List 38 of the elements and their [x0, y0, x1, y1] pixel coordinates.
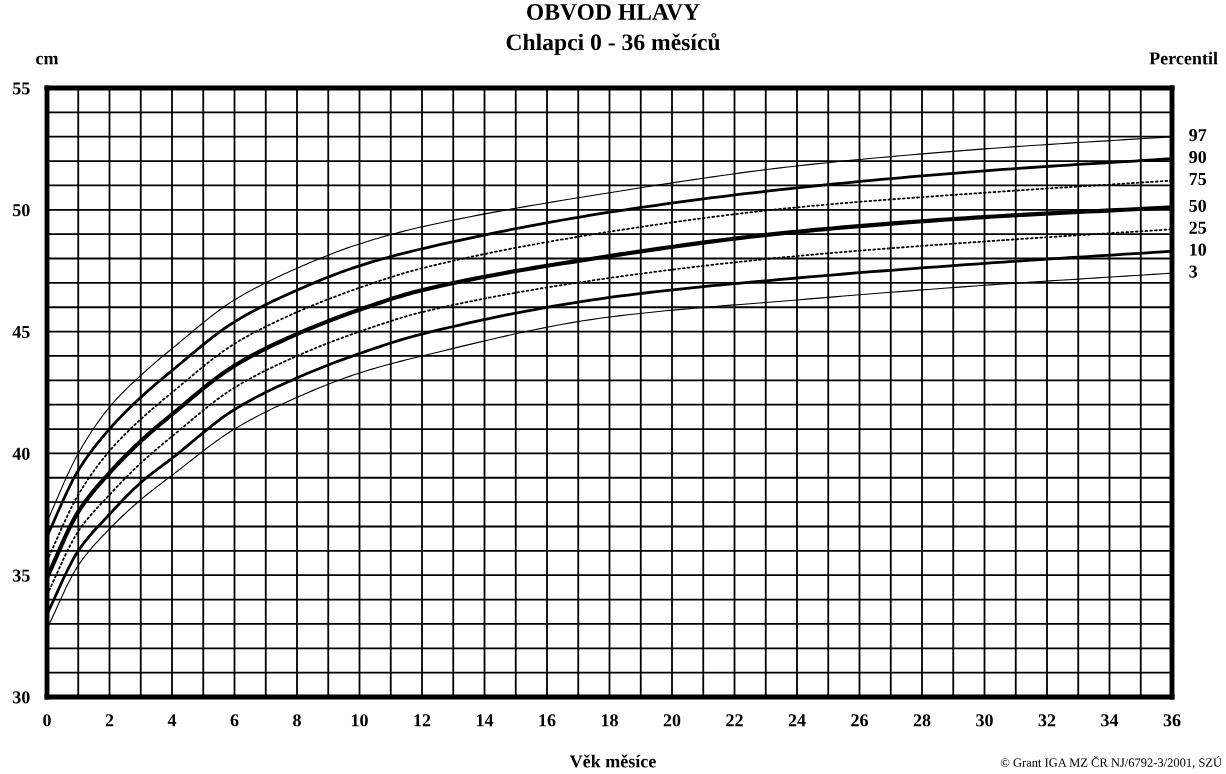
chart-subtitle: Chlapci 0 - 36 měsíců	[506, 32, 720, 56]
series-label: 25	[1189, 221, 1207, 234]
series-label: 90	[1189, 150, 1207, 164]
series-label: 10	[1190, 243, 1207, 256]
x-tick-label: 32	[1038, 714, 1056, 727]
x-tick-label: 10	[351, 714, 368, 727]
x-tick-label: 20	[663, 714, 681, 727]
x-tick-label: 28	[913, 714, 931, 727]
x-tick-label: 14	[476, 714, 494, 727]
legend-title: Percentil	[1149, 51, 1218, 65]
x-tick-label: 4	[167, 714, 177, 727]
x-tick-label: 30	[976, 714, 993, 727]
x-tick-label: 2	[105, 714, 114, 727]
series-label: 75	[1189, 173, 1207, 186]
x-tick-label: 22	[726, 714, 743, 727]
y-tick-label: 45	[12, 325, 30, 339]
y-tick-label: 40	[12, 447, 30, 460]
y-tick-label: 50	[13, 204, 30, 217]
x-tick-label: 36	[1163, 714, 1181, 727]
y-tick-label: 35	[12, 569, 30, 582]
series-label: 50	[1189, 199, 1207, 212]
x-tick-label: 0	[43, 714, 51, 727]
y-tick-label: 55	[13, 82, 30, 95]
x-tick-label: 18	[601, 714, 618, 727]
x-axis-title: Věk měsíce	[569, 754, 656, 768]
x-tick-label: 12	[414, 714, 431, 727]
y-axis-title: cm	[36, 55, 59, 65]
x-tick-label: 6	[230, 714, 239, 727]
series-label: 97	[1189, 129, 1207, 142]
x-tick-label: 16	[539, 714, 556, 727]
x-tick-label: 8	[293, 714, 301, 727]
text: © Grant IGA MZ ČR NJ/6792-3/2001, SZÚ	[1000, 755, 1222, 769]
series-label: 3	[1189, 265, 1198, 278]
chart-title: OBVOD HLAVY	[527, 4, 700, 21]
y-tick-label: 30	[12, 691, 30, 704]
x-tick-label: 34	[1101, 714, 1119, 727]
x-tick-label: 26	[851, 714, 868, 727]
x-tick-label: 24	[788, 714, 806, 727]
